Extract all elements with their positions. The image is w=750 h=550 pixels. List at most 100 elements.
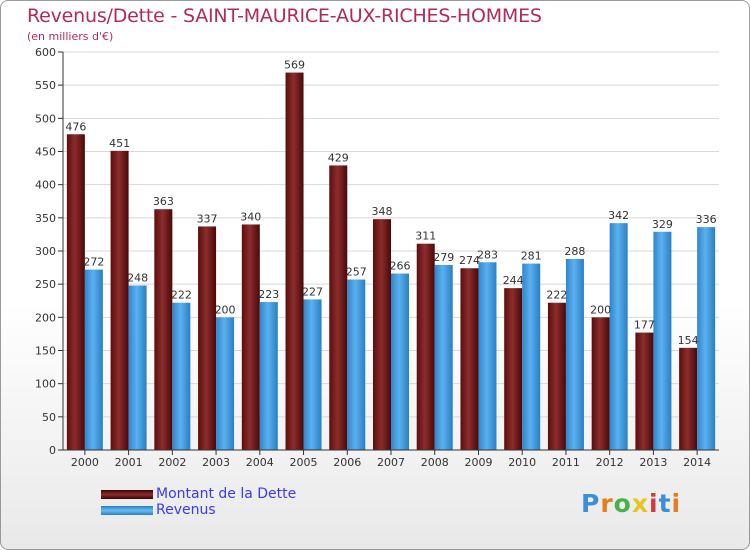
value-label-debt: 337 xyxy=(197,212,218,225)
y-tick-label: 350 xyxy=(35,212,56,225)
bar-debt xyxy=(285,72,304,451)
value-label-revenue: 283 xyxy=(477,248,498,261)
bar-debt xyxy=(460,268,479,450)
value-label-revenue: 222 xyxy=(171,289,192,302)
bars xyxy=(66,72,716,451)
bar-debt xyxy=(154,209,173,450)
y-tick-label: 500 xyxy=(35,112,56,125)
x-tick-label: 2010 xyxy=(508,456,536,469)
bar-revenue xyxy=(697,227,716,450)
value-label-revenue: 336 xyxy=(696,213,717,226)
value-labels: 476 272 451 248 363 222 337 200 340 223 569 227 429 2… xyxy=(65,59,716,347)
bar-debt xyxy=(679,347,698,450)
bar-debt xyxy=(591,317,610,450)
value-label-revenue: 279 xyxy=(433,251,454,264)
bar-revenue xyxy=(391,273,409,450)
bar-debt xyxy=(66,134,85,450)
bar-debt xyxy=(373,219,391,450)
value-label-debt: 311 xyxy=(415,230,436,243)
dark-red-bar-swatch-icon xyxy=(101,490,153,499)
logo-letter: x xyxy=(631,489,649,518)
logo-letter: i xyxy=(671,489,682,518)
y-tick-label: 550 xyxy=(35,79,56,92)
bar-revenue xyxy=(478,262,497,450)
value-label-revenue: 248 xyxy=(127,271,148,284)
bar-revenue xyxy=(259,302,278,450)
logo-letter: P xyxy=(581,489,601,518)
value-label-debt: 569 xyxy=(284,59,305,72)
bar-revenue xyxy=(653,231,672,450)
value-label-debt: 177 xyxy=(634,319,655,332)
x-tick-label: 2011 xyxy=(552,456,580,469)
proxiti-logo: Proxiti xyxy=(581,489,681,518)
bar-debt xyxy=(110,150,129,450)
y-tick-label: 300 xyxy=(35,245,56,258)
legend-label-debt: Montant de la Dette xyxy=(156,486,297,502)
bar-revenue xyxy=(347,279,366,450)
bar-revenue xyxy=(216,317,235,450)
bar-debt xyxy=(416,243,435,450)
x-tick-label: 2007 xyxy=(377,456,405,469)
value-label-debt: 274 xyxy=(459,254,480,267)
bar-revenue xyxy=(434,264,453,450)
value-label-revenue: 288 xyxy=(564,245,585,258)
axes: 0 50 100 150 200 250 300 350 400 450 500 550 600 2000… xyxy=(35,46,719,469)
chart-subtitle: (en milliers d'€) xyxy=(27,30,114,43)
value-label-revenue: 223 xyxy=(258,288,279,301)
bar-debt xyxy=(635,332,654,450)
value-label-revenue: 257 xyxy=(346,266,367,279)
value-label-revenue: 342 xyxy=(608,209,629,222)
x-tick-label: 2008 xyxy=(421,456,449,469)
legend-label-revenue: Revenus xyxy=(156,502,216,518)
value-label-revenue: 200 xyxy=(215,303,236,316)
logo-letter: r xyxy=(600,489,614,518)
value-label-debt: 340 xyxy=(240,210,261,223)
y-tick-label: 250 xyxy=(35,278,56,291)
value-label-revenue: 272 xyxy=(83,256,104,269)
blue-bar-swatch-icon xyxy=(101,506,153,515)
x-tick-label: 2012 xyxy=(596,456,624,469)
bar-debt xyxy=(329,165,348,450)
logo-letter: t xyxy=(658,489,672,518)
x-tick-label: 2003 xyxy=(202,456,230,469)
x-tick-label: 2013 xyxy=(639,456,667,469)
chart-title: Revenus/Dette - SAINT-MAURICE-AUX-RICHES… xyxy=(27,5,542,27)
bar-debt xyxy=(198,226,217,450)
x-tick-label: 2014 xyxy=(683,456,711,469)
logo-letter: i xyxy=(649,489,659,518)
y-tick-label: 200 xyxy=(35,311,56,324)
bar-debt xyxy=(241,224,260,450)
y-tick-label: 50 xyxy=(42,411,56,424)
y-tick-label: 0 xyxy=(49,444,56,457)
y-tick-label: 600 xyxy=(35,46,56,59)
bar-revenue xyxy=(303,299,322,450)
x-tick-label: 2006 xyxy=(333,456,361,469)
value-label-debt: 154 xyxy=(678,334,699,347)
value-label-revenue: 329 xyxy=(652,218,673,231)
x-tick-label: 2004 xyxy=(246,456,274,469)
value-label-debt: 244 xyxy=(503,274,524,287)
y-tick-label: 400 xyxy=(35,179,56,192)
value-label-revenue: 281 xyxy=(521,250,542,263)
x-tick-label: 2000 xyxy=(71,456,99,469)
bar-revenue xyxy=(522,263,541,450)
value-label-debt: 348 xyxy=(372,205,393,218)
value-label-debt: 363 xyxy=(153,195,174,208)
x-tick-label: 2005 xyxy=(290,456,318,469)
bar-revenue xyxy=(565,258,584,450)
value-label-debt: 222 xyxy=(546,289,567,302)
bar-debt xyxy=(504,288,523,450)
y-tick-label: 100 xyxy=(35,378,56,391)
value-label-debt: 200 xyxy=(590,303,611,316)
x-tick-label: 2009 xyxy=(464,456,492,469)
bar-revenue xyxy=(128,285,147,450)
value-label-debt: 476 xyxy=(65,120,86,133)
x-tick-label: 2001 xyxy=(115,456,143,469)
y-tick-label: 450 xyxy=(35,146,56,159)
value-label-revenue: 266 xyxy=(390,260,411,273)
bar-revenue xyxy=(609,223,628,450)
value-label-debt: 429 xyxy=(328,151,349,164)
bar-revenue xyxy=(172,302,191,450)
